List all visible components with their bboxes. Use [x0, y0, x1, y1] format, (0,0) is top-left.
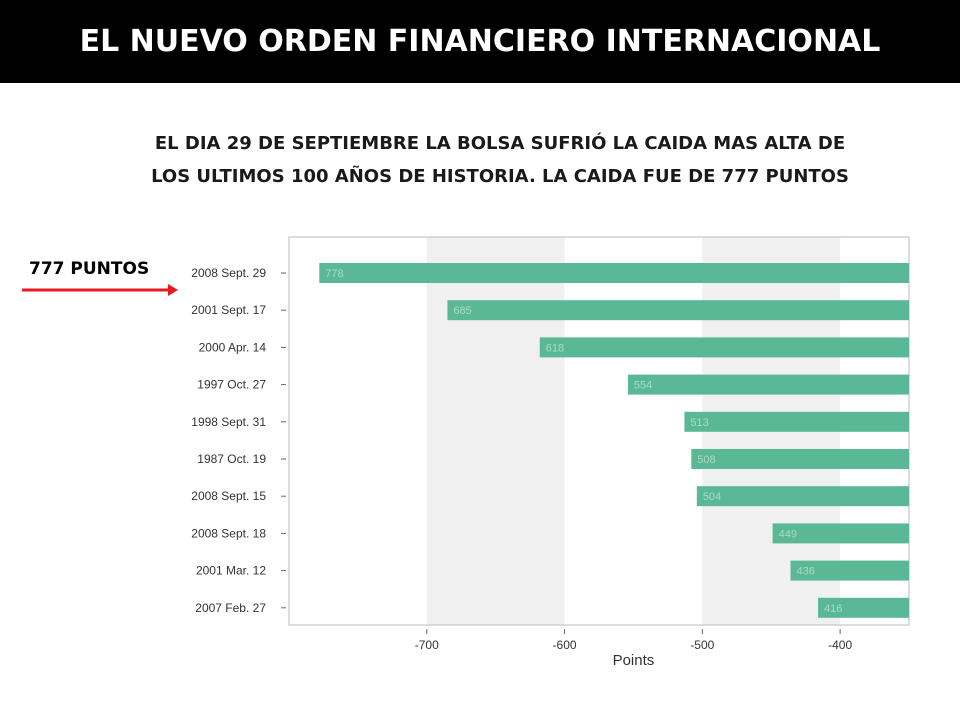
category-label: 2008 Sept. 18 [191, 526, 266, 540]
slide-title: EL NUEVO ORDEN FINANCIERO INTERNACIONAL [0, 0, 960, 83]
bar [818, 597, 909, 618]
x-tick-label: -700 [415, 638, 439, 652]
bar [691, 449, 909, 469]
bar [319, 263, 909, 283]
chart-bars: 778 685 618 554 513 508 504 449 436 416 [319, 263, 909, 618]
x-axis-title: Points [613, 652, 655, 669]
category-label: 1987 Oct. 19 [197, 452, 266, 466]
bar [790, 560, 909, 581]
category-label: 1997 Oct. 27 [197, 378, 266, 392]
bar-value-label: 778 [325, 268, 343, 280]
subtitle-line-1: EL DIA 29 DE SEPTIEMBRE LA BOLSA SUFRIÓ … [154, 133, 846, 154]
bar-value-label: 618 [546, 342, 564, 354]
bar-value-label: 513 [690, 417, 708, 429]
bar-value-label: 685 [453, 305, 471, 317]
bar-value-label: 449 [779, 528, 797, 540]
chart-category-labels: 2008 Sept. 29 2001 Sept. 17 2000 Apr. 14 19… [191, 266, 286, 615]
x-tick-label: -500 [690, 638, 714, 652]
bar-value-label: 554 [634, 380, 652, 392]
bar-chart: 778 685 618 554 513 508 504 449 436 416 2008 Sept… [191, 236, 910, 669]
bar [684, 411, 909, 432]
category-label: 2007 Feb. 27 [195, 601, 266, 615]
bar-value-label: 416 [824, 603, 842, 615]
chart-x-ticks: -700 -600 -500 -400 [415, 629, 852, 652]
slide-subtitle: EL DIA 29 DE SEPTIEMBRE LA BOLSA SUFRIÓ … [60, 127, 940, 193]
bar [447, 300, 909, 321]
category-label: 2001 Sept. 17 [191, 303, 266, 317]
chart-band [426, 237, 565, 625]
callout-arrow-icon [22, 284, 178, 296]
subtitle-line-2: LOS ULTIMOS 100 AÑOS DE HISTORIA. LA CAI… [151, 166, 849, 187]
bar [627, 374, 909, 395]
category-label: 2008 Sept. 15 [191, 489, 266, 503]
category-label: 2001 Mar. 12 [196, 564, 266, 578]
bar-value-label: 508 [697, 454, 715, 466]
x-tick-label: -600 [553, 638, 577, 652]
callout-label: 777 PUNTOS [29, 259, 150, 279]
x-tick-label: -400 [828, 638, 852, 652]
bar [696, 486, 909, 507]
bar [539, 337, 909, 358]
bar-value-label: 504 [703, 491, 721, 503]
category-label: 1998 Sept. 31 [191, 415, 266, 429]
category-label: 2008 Sept. 29 [191, 266, 266, 280]
bar-value-label: 436 [797, 566, 815, 578]
category-label: 2000 Apr. 14 [199, 340, 267, 354]
bar [772, 523, 909, 544]
